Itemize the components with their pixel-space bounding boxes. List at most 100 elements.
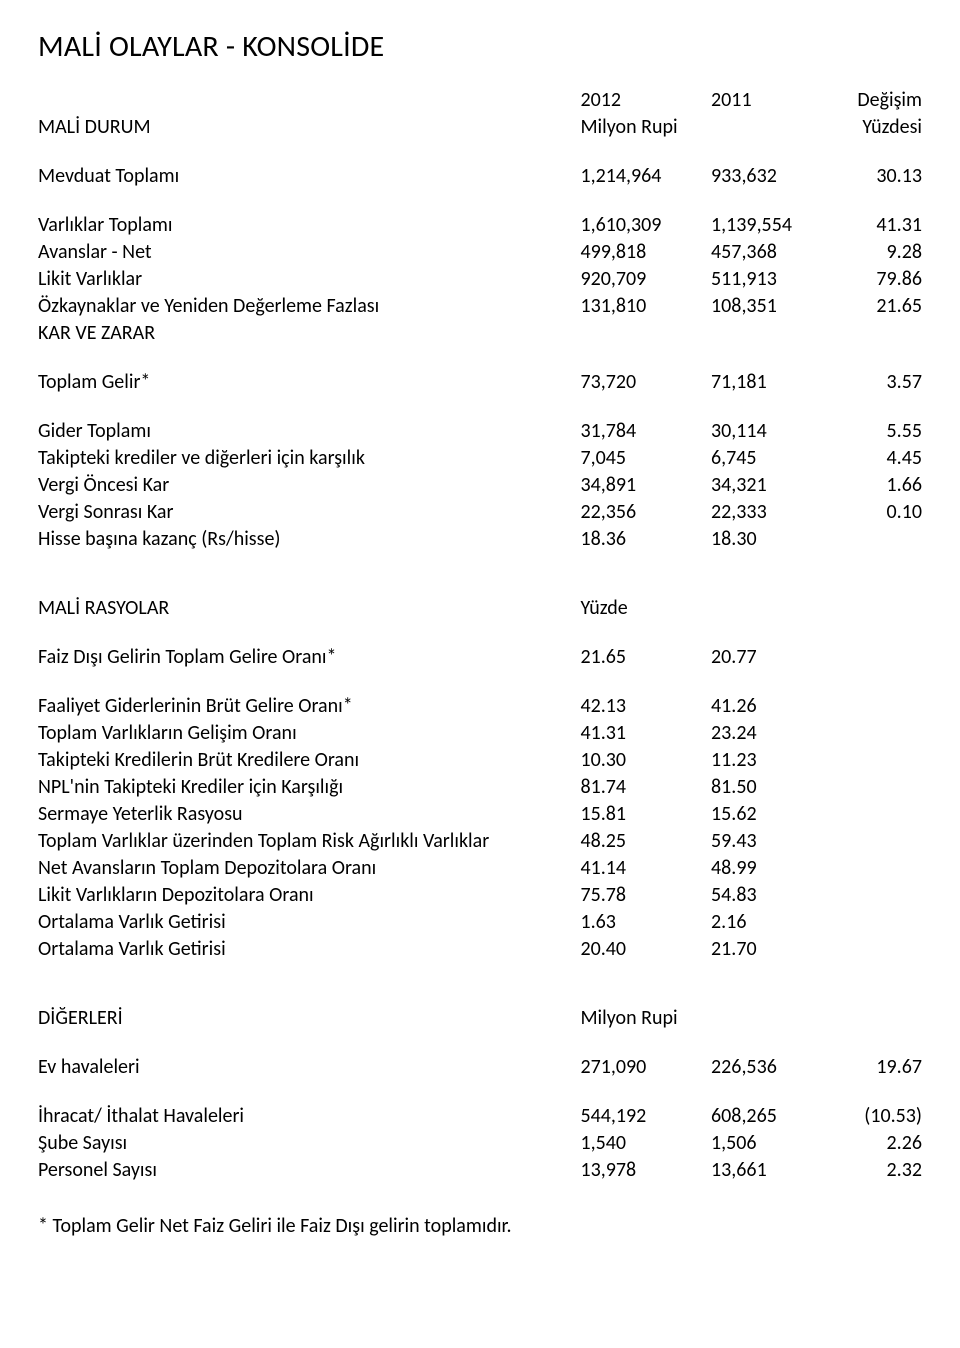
row-label: Takipteki krediler ve diğerleri için kar…	[38, 445, 580, 472]
row-label: Şube Sayısı	[38, 1130, 580, 1157]
row-val-c: (10.53)	[842, 1103, 922, 1130]
section-heading-row: MALİ RASYOLAR Yüzde	[38, 595, 922, 622]
row-val-b: 15.62	[711, 801, 842, 828]
row-val-b: 21.70	[711, 936, 842, 963]
table-row: Faiz Dışı Gelirin Toplam Gelire Oranı* 2…	[38, 644, 922, 671]
row-val-a: 42.13	[580, 693, 711, 720]
row-val-b: 41.26	[711, 693, 842, 720]
row-label: Toplam Varlıklar üzerinden Toplam Risk A…	[38, 828, 580, 855]
section-heading-digerleri: DİĞERLERİ	[38, 1005, 580, 1032]
row-label: Gider Toplamı	[38, 418, 580, 445]
row-val-c: 9.28	[842, 239, 922, 266]
row-label: Varlıklar Toplamı	[38, 212, 580, 239]
table-row: Likit Varlıklar 920,709 511,913 79.86	[38, 266, 922, 293]
section-heading-row: DİĞERLERİ Milyon Rupi	[38, 1005, 922, 1032]
row-val-a: 920,709	[580, 266, 711, 293]
table-row: Mevduat Toplamı 1,214,964 933,632 30.13	[38, 163, 922, 190]
row-val-c: 3.57	[842, 369, 922, 396]
footnote: * Toplam Gelir Net Faiz Geliri ile Faiz …	[38, 1214, 922, 1238]
row-val-a: 131,810	[580, 293, 711, 320]
row-val-a: 1.63	[580, 909, 711, 936]
table-row: Likit Varlıkların Depozitolara Oranı 75.…	[38, 882, 922, 909]
row-val-a: 75.78	[580, 882, 711, 909]
row-val-b: 1,139,554	[711, 212, 842, 239]
table-row: Toplam Varlıkların Gelişim Oranı 41.31 2…	[38, 720, 922, 747]
row-label: Takipteki Kredilerin Brüt Kredilere Oran…	[38, 747, 580, 774]
table-row: Sermaye Yeterlik Rasyosu 15.81 15.62	[38, 801, 922, 828]
row-label: Avanslar - Net	[38, 239, 580, 266]
row-val-c: 19.67	[842, 1054, 922, 1081]
table-row: Vergi Sonrası Kar 22,356 22,333 0.10	[38, 499, 922, 526]
header-row-1: 2012 2011 Değişim	[38, 87, 922, 114]
row-label: Vergi Öncesi Kar	[38, 472, 580, 499]
row-val-b: 2.16	[711, 909, 842, 936]
table-row: Personel Sayısı 13,978 13,661 2.32	[38, 1157, 922, 1184]
row-val-a: 1,540	[580, 1130, 711, 1157]
row-val-b: 108,351	[711, 293, 842, 320]
row-label: Vergi Sonrası Kar	[38, 499, 580, 526]
row-val-a: 1,610,309	[580, 212, 711, 239]
row-val-b: 457,368	[711, 239, 842, 266]
row-label: Toplam Varlıkların Gelişim Oranı	[38, 720, 580, 747]
row-val-b: 608,265	[711, 1103, 842, 1130]
table-row: Özkaynaklar ve Yeniden Değerleme Fazlası…	[38, 293, 922, 320]
row-val-a: 271,090	[580, 1054, 711, 1081]
row-val-b: 23.24	[711, 720, 842, 747]
row-val-c: 2.32	[842, 1157, 922, 1184]
row-val-c: 2.26	[842, 1130, 922, 1157]
row-val-b: 6,745	[711, 445, 842, 472]
table-row: NPL'nin Takipteki Krediler için Karşılığ…	[38, 774, 922, 801]
row-val-c: 41.31	[842, 212, 922, 239]
table-row: Avanslar - Net 499,818 457,368 9.28	[38, 239, 922, 266]
row-val-b: 13,661	[711, 1157, 842, 1184]
row-label: Likit Varlıklar	[38, 266, 580, 293]
row-label: Ev havaleleri	[38, 1054, 580, 1081]
row-val-a: 41.14	[580, 855, 711, 882]
header-unit-1: Milyon Rupi	[580, 114, 711, 141]
header-year-1: 2012	[580, 87, 711, 114]
table-row: Vergi Öncesi Kar 34,891 34,321 1.66	[38, 472, 922, 499]
row-val-a: 13,978	[580, 1157, 711, 1184]
row-val-a: 499,818	[580, 239, 711, 266]
table-row: Ev havaleleri 271,090 226,536 19.67	[38, 1054, 922, 1081]
row-val-c: 21.65	[842, 293, 922, 320]
row-val-b: 30,114	[711, 418, 842, 445]
row-val-b: 933,632	[711, 163, 842, 190]
header-change-sub: Yüzdesi	[842, 114, 922, 141]
section-heading-mali-rasyolar: MALİ RASYOLAR	[38, 595, 580, 622]
row-val-b: 511,913	[711, 266, 842, 293]
row-val-b: 20.77	[711, 644, 842, 671]
page-title: MALİ OLAYLAR - KONSOLİDE	[38, 28, 922, 65]
row-label: NPL'nin Takipteki Krediler için Karşılığ…	[38, 774, 580, 801]
table-row: Ortalama Varlık Getirisi 1.63 2.16	[38, 909, 922, 936]
row-val-a: 1,214,964	[580, 163, 711, 190]
section-heading-mali-durum: MALİ DURUM	[38, 114, 580, 141]
row-label: Ortalama Varlık Getirisi	[38, 909, 580, 936]
row-label: Hisse başına kazanç (Rs/hisse)	[38, 526, 580, 553]
row-val-a: 73,720	[580, 369, 711, 396]
row-val-a: 18.36	[580, 526, 711, 553]
row-val-a: 20.40	[580, 936, 711, 963]
row-val-a: 7,045	[580, 445, 711, 472]
row-label: Sermaye Yeterlik Rasyosu	[38, 801, 580, 828]
row-val-a: 544,192	[580, 1103, 711, 1130]
row-val-c	[842, 526, 922, 553]
financial-table: 2012 2011 Değişim MALİ DURUM Milyon Rupi…	[38, 87, 922, 1184]
table-row: Takipteki krediler ve diğerleri için kar…	[38, 445, 922, 472]
table-row: İhracat/ İthalat Havaleleri 544,192 608,…	[38, 1103, 922, 1130]
row-val-a: 31,784	[580, 418, 711, 445]
row-val-b: 81.50	[711, 774, 842, 801]
row-val-a: 41.31	[580, 720, 711, 747]
header-year-2: 2011	[711, 87, 842, 114]
row-label: İhracat/ İthalat Havaleleri	[38, 1103, 580, 1130]
table-row: Faaliyet Giderlerinin Brüt Gelire Oranı*…	[38, 693, 922, 720]
row-val-b: 1,506	[711, 1130, 842, 1157]
table-row: Hisse başına kazanç (Rs/hisse) 18.36 18.…	[38, 526, 922, 553]
table-row: Ortalama Varlık Getirisi 20.40 21.70	[38, 936, 922, 963]
row-val-a: 34,891	[580, 472, 711, 499]
row-val-a: 22,356	[580, 499, 711, 526]
table-row: Takipteki Kredilerin Brüt Kredilere Oran…	[38, 747, 922, 774]
row-val-c: 4.45	[842, 445, 922, 472]
row-val-a: 48.25	[580, 828, 711, 855]
row-val-b: 226,536	[711, 1054, 842, 1081]
